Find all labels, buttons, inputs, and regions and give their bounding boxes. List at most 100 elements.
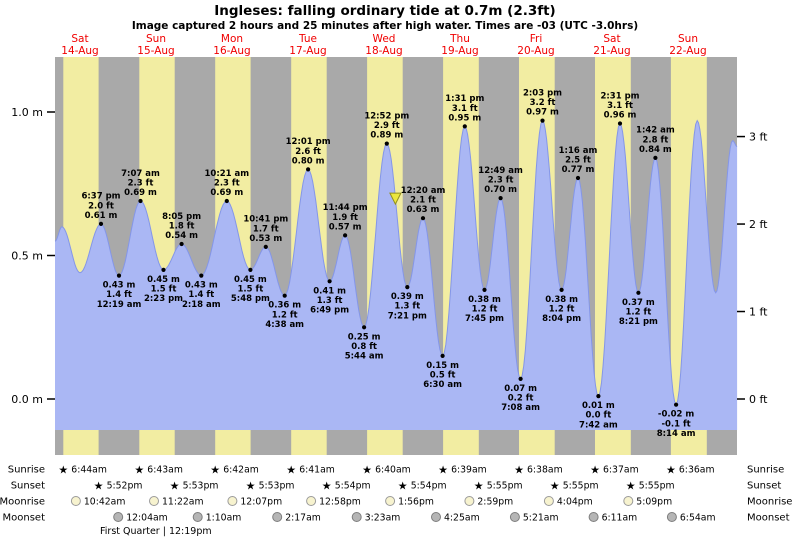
- tide-extremum-dot: [540, 118, 545, 123]
- low-tide-annotation: -0.02 m: [658, 410, 694, 420]
- high-tide-annotation: 1.9 ft: [332, 213, 358, 223]
- high-tide-annotation: 2.0 ft: [88, 201, 114, 211]
- astro-row-label-right: Moonrise: [747, 497, 792, 508]
- sunset-star-icon: ★: [322, 480, 332, 493]
- high-tide-annotation: 7:07 am: [121, 169, 160, 179]
- low-tide-annotation: 1.2 ft: [549, 305, 575, 315]
- sunrise-time: 6:44am: [71, 465, 107, 476]
- left-axis-label-m: 0.5 m: [11, 250, 43, 263]
- astro-row-label-left: Sunset: [11, 481, 45, 492]
- sunrise-star-icon: ★: [362, 464, 372, 477]
- low-tide-annotation: 0.41 m: [313, 286, 346, 296]
- low-tide-annotation: 0.07 m: [504, 384, 537, 394]
- moonset-circle-icon: [351, 512, 362, 522]
- day-date-label: 21-Aug: [593, 45, 630, 57]
- day-name-label: Sat: [71, 33, 88, 45]
- high-tide-annotation: 2.5 ft: [565, 155, 591, 165]
- high-tide-annotation: 0.54 m: [165, 231, 198, 241]
- moonrise-time: 5:09pm: [636, 497, 672, 508]
- astro-row-label-right: Moonset: [747, 513, 790, 524]
- day-name-label: Thu: [449, 33, 470, 45]
- day-name-label: Sun: [146, 33, 166, 45]
- day-date-label: 15-Aug: [137, 45, 174, 57]
- sunset-star-icon: ★: [170, 480, 180, 493]
- moonrise-time: 4:04pm: [557, 497, 593, 508]
- tide-extremum-dot: [498, 196, 503, 201]
- right-axis-label-ft: 2 ft: [749, 218, 768, 231]
- tide-extremum-dot: [248, 267, 253, 272]
- low-tide-annotation: 1.5 ft: [238, 285, 264, 295]
- high-tide-annotation: 1:16 am: [559, 146, 598, 156]
- sunrise-star-icon: ★: [210, 464, 220, 477]
- sunrise-time: 6:36am: [679, 465, 715, 476]
- high-tide-annotation: 0.96 m: [604, 111, 637, 121]
- moonset-circle-icon: [113, 512, 124, 522]
- moonset-time: 6:11am: [602, 513, 638, 524]
- moonset-circle-icon: [192, 512, 203, 522]
- tide-extremum-dot: [596, 394, 601, 399]
- sunset-star-icon: ★: [626, 480, 636, 493]
- moonrise-time: 12:58pm: [319, 497, 361, 508]
- day-date-label: 20-Aug: [517, 45, 554, 57]
- tide-extremum-dot: [617, 121, 623, 126]
- high-tide-annotation: 2.1 ft: [410, 196, 436, 206]
- tide-extremum-dot: [575, 175, 581, 181]
- high-tide-annotation: 10:21 am: [204, 169, 249, 179]
- moon-phase-note: First Quarter | 12:19pm: [100, 526, 212, 537]
- left-axis-label-m: 0.0 m: [11, 393, 43, 406]
- tide-extremum-dot: [179, 241, 184, 247]
- moonrise-circle-icon: [149, 496, 159, 506]
- tide-area-fill: [55, 120, 738, 430]
- sunset-time: 5:52pm: [107, 481, 143, 492]
- sunrise-star-icon: ★: [666, 464, 676, 477]
- low-tide-annotation: 0.38 m: [468, 295, 501, 305]
- sunrise-star-icon: ★: [438, 464, 448, 477]
- high-tide-annotation: 3.1 ft: [607, 101, 633, 111]
- high-tide-annotation: 12:52 pm: [364, 111, 409, 121]
- low-tide-annotation: 7:42 am: [579, 420, 618, 430]
- sunset-time: 5:55pm: [487, 481, 523, 492]
- tide-extremum-dot: [653, 155, 658, 160]
- low-tide-annotation: 5:44 am: [345, 351, 384, 361]
- tide-extremum-dot: [306, 167, 311, 172]
- high-tide-annotation: 12:01 pm: [286, 137, 331, 147]
- high-tide-annotation: 12:20 am: [401, 186, 446, 196]
- tide-extremum-dot: [420, 216, 426, 221]
- high-tide-annotation: 2.6 ft: [295, 147, 321, 157]
- sunset-star-icon: ★: [94, 480, 104, 493]
- low-tide-annotation: 2:23 pm: [144, 294, 183, 304]
- sunrise-star-icon: ★: [58, 464, 68, 477]
- tide-extremum-dot: [405, 285, 410, 290]
- moonrise-time: 12:07pm: [240, 497, 282, 508]
- astro-row-label-left: Sunrise: [8, 465, 45, 476]
- tide-extremum-dot: [98, 221, 104, 226]
- low-tide-annotation: 0.45 m: [234, 275, 267, 285]
- sunrise-time: 6:41am: [299, 465, 335, 476]
- sunset-time: 5:55pm: [563, 481, 599, 492]
- high-tide-annotation: 3.1 ft: [452, 104, 478, 114]
- sunrise-time: 6:39am: [451, 465, 487, 476]
- moonset-circle-icon: [272, 512, 283, 522]
- low-tide-annotation: 8:04 pm: [542, 314, 581, 324]
- tide-extremum-dot: [636, 290, 641, 295]
- low-tide-annotation: 0.45 m: [147, 275, 180, 285]
- high-tide-annotation: 11:44 pm: [323, 203, 368, 213]
- low-tide-annotation: -0.1 ft: [661, 419, 690, 429]
- day-date-label: 19-Aug: [441, 45, 478, 57]
- high-tide-annotation: 0.63 m: [407, 205, 440, 215]
- tide-extremum-dot: [462, 124, 467, 129]
- low-tide-annotation: 0.37 m: [622, 298, 655, 308]
- day-name-label: Sun: [678, 33, 698, 45]
- low-tide-annotation: 0.25 m: [348, 332, 381, 342]
- sunrise-time: 6:37am: [603, 465, 639, 476]
- tide-extremum-dot: [518, 376, 523, 381]
- low-tide-annotation: 1.2 ft: [626, 307, 652, 317]
- low-tide-annotation: 12:19 am: [97, 300, 142, 310]
- high-tide-annotation: 2:03 pm: [523, 88, 562, 98]
- page-title: Ingleses: falling ordinary tide at 0.7m …: [214, 3, 555, 19]
- astro-row-label-left: Moonrise: [0, 497, 45, 508]
- day-date-label: 14-Aug: [61, 45, 98, 57]
- axis-layer: 1.0 m 0.5 m 0.0 m 3 ft 2 ft 1 ft 0 ft: [11, 106, 768, 406]
